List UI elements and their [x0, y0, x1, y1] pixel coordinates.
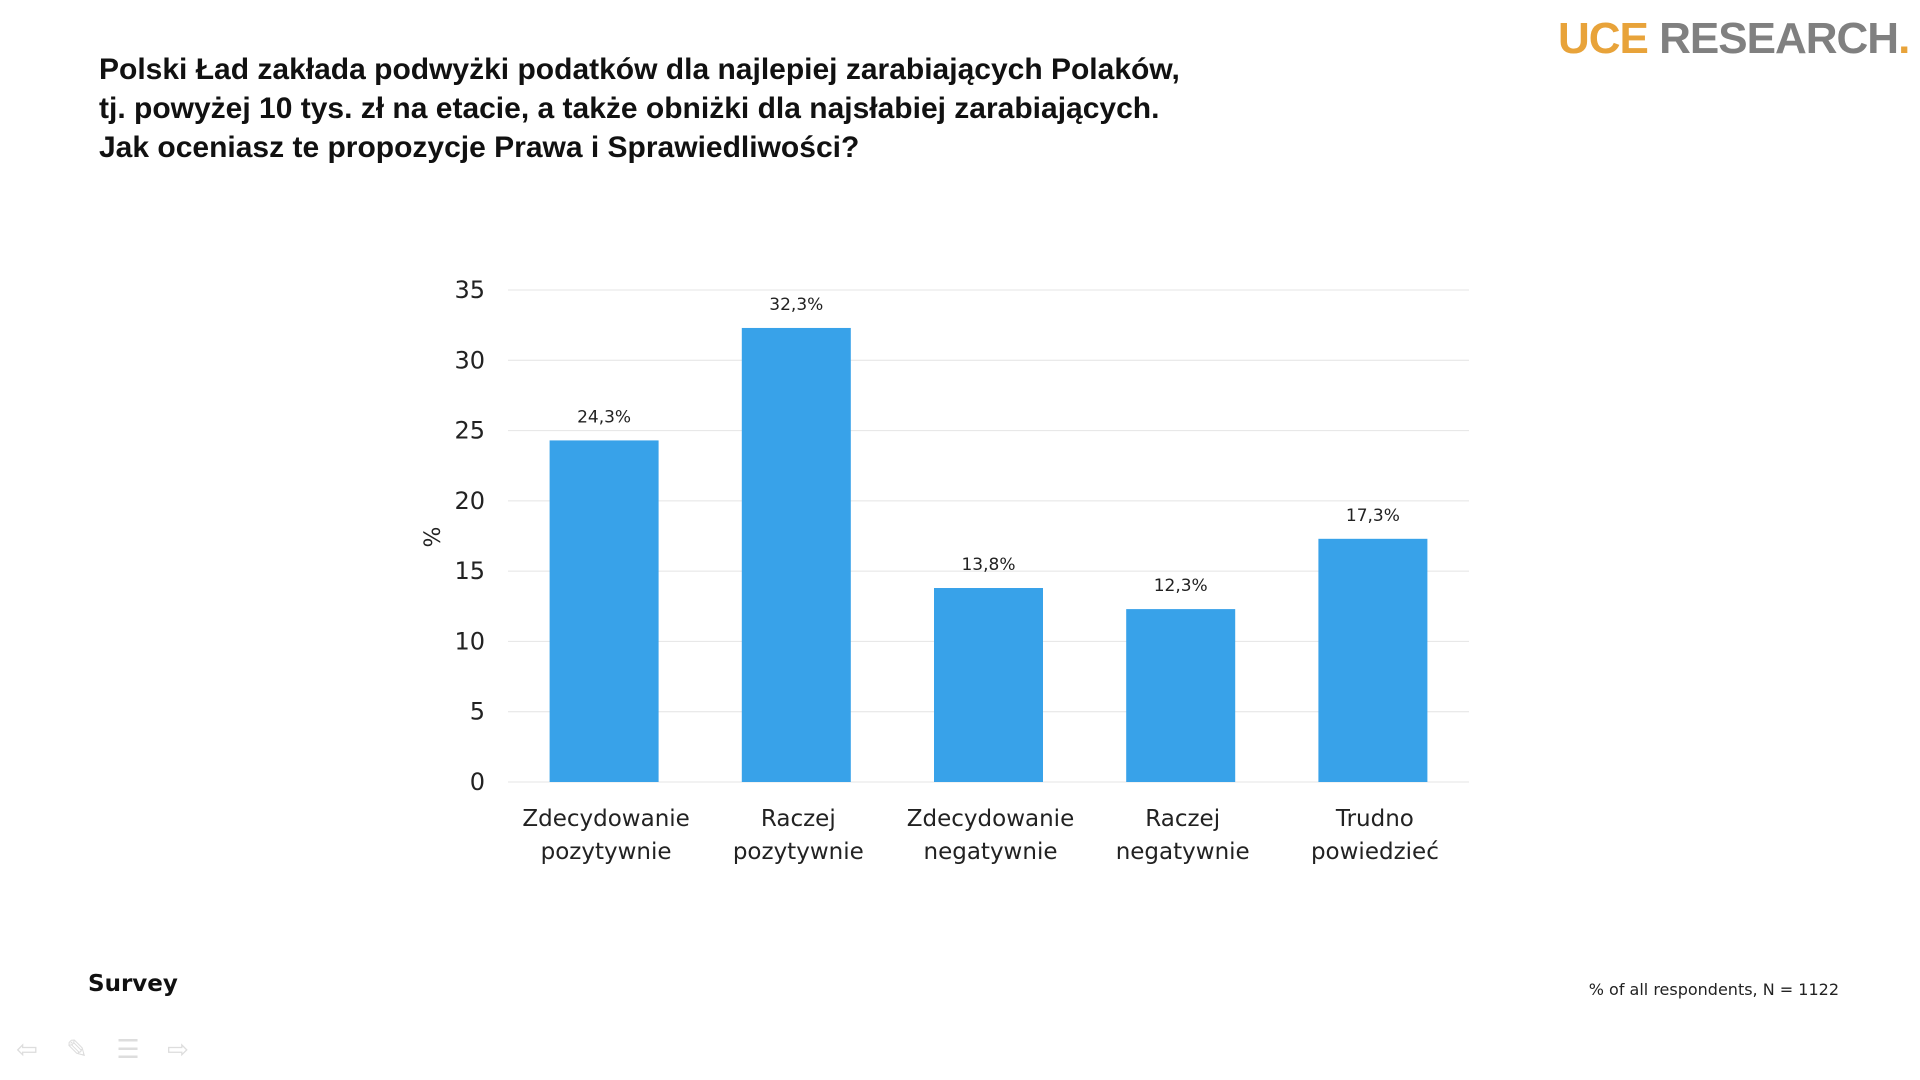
x-tick-label: Raczej — [761, 806, 836, 832]
y-tick-label: 35 — [454, 276, 485, 304]
arrow-right-icon[interactable]: ⇨ — [167, 1034, 189, 1064]
menu-icon[interactable]: ☰ — [116, 1034, 140, 1064]
x-tick-label: pozytywnie — [541, 839, 672, 865]
x-tick-label: negatywnie — [1116, 839, 1250, 865]
y-tick-label: 20 — [454, 487, 485, 515]
y-axis-label: % — [421, 527, 446, 548]
x-tick-label: powiedzieć — [1311, 839, 1439, 865]
bar — [1126, 609, 1236, 782]
y-tick-label: 0 — [470, 768, 485, 796]
x-tick-label: Zdecydowanie — [522, 806, 689, 832]
data-label: 32,3% — [769, 295, 823, 315]
data-label: 24,3% — [577, 407, 631, 427]
y-tick-label: 30 — [454, 346, 485, 374]
data-label: 17,3% — [1346, 506, 1400, 526]
survey-label: Survey — [88, 971, 178, 997]
x-tick-label: Trudno — [1335, 806, 1414, 832]
uce-research-logo: UCE RESEARCH. — [1558, 14, 1910, 63]
pen-icon[interactable]: ✎ — [66, 1034, 88, 1064]
bar — [1318, 538, 1428, 782]
y-tick-label: 15 — [454, 557, 485, 585]
chart-title: Polski Ład zakłada podwyżki podatków dla… — [99, 50, 1180, 167]
title-line: tj. powyżej 10 tys. zł na etacie, a takż… — [99, 92, 1160, 125]
y-tick-label: 25 — [454, 417, 485, 445]
bar — [934, 588, 1043, 782]
y-tick-label: 10 — [454, 627, 485, 655]
respondents-note: % of all respondents, N = 1122 — [1588, 980, 1839, 999]
x-tick-label: Raczej — [1145, 806, 1220, 832]
title-line: Jak oceniasz te propozycje Prawa i Spraw… — [99, 131, 860, 164]
title-line: Polski Ład zakłada podwyżki podatków dla… — [99, 53, 1180, 86]
x-tick-label: Zdecydowanie — [907, 806, 1074, 832]
data-label: 12,3% — [1154, 576, 1208, 596]
x-tick-label: negatywnie — [924, 839, 1058, 865]
arrow-left-icon[interactable]: ⇦ — [16, 1034, 38, 1064]
y-tick-label: 5 — [470, 698, 485, 726]
data-label: 13,8% — [961, 555, 1015, 575]
x-tick-label: pozytywnie — [733, 839, 864, 865]
bar — [741, 327, 851, 782]
bar — [549, 440, 659, 782]
